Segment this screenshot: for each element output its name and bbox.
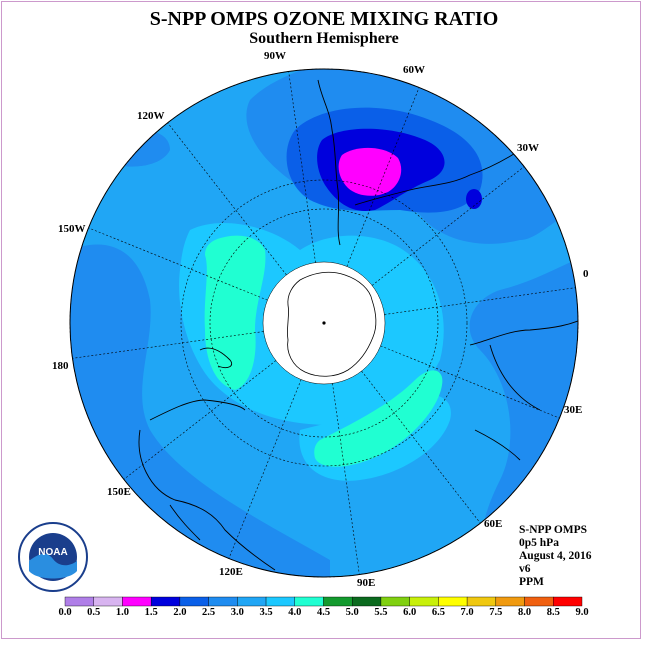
legend-swatch [409, 596, 439, 607]
legend-tick-label: 0.0 [58, 607, 72, 618]
legend-tick-label: 0.5 [87, 607, 101, 618]
legend-tick-label: 4.5 [316, 607, 331, 618]
meridian-line [72, 331, 264, 359]
legend-swatch [179, 596, 209, 607]
lon-label-120w: 120W [137, 110, 165, 122]
field-1.0-min [338, 147, 402, 196]
legend-swatch [380, 596, 410, 607]
meridian-line [361, 370, 481, 524]
meridian-line [288, 71, 316, 263]
legend-tick-label: 6.5 [431, 607, 445, 618]
legend-tick-label: 9.0 [575, 607, 589, 618]
legend-swatch [122, 596, 152, 607]
legend-tick-label: 1.0 [115, 607, 129, 618]
lon-label-120e: 120E [219, 566, 243, 578]
lon-label-150w: 150W [58, 223, 86, 235]
lon-label-30w: 30W [517, 142, 539, 154]
legend-swatch [265, 596, 295, 607]
legend-swatch [64, 596, 94, 607]
legend-tick-label: 4.0 [288, 607, 302, 618]
legend-tick-label: 2.5 [202, 607, 216, 618]
lon-label-150e: 150E [107, 486, 131, 498]
legend-tick-label: 3.0 [230, 607, 244, 618]
legend-swatch [438, 596, 468, 607]
lon-label-90w: 90W [264, 50, 286, 62]
legend-swatch [323, 596, 353, 607]
info-block: S-NPP OMPS 0p5 hPa August 4, 2016 v6 PPM [519, 524, 592, 589]
lon-label-60w: 60W [403, 64, 425, 76]
legend-swatch [352, 596, 382, 607]
field-1.5-spot [466, 189, 482, 209]
lon-label-60e: 60E [484, 518, 503, 530]
meridian-line [228, 379, 302, 559]
legend-tick-label: 2.0 [173, 607, 187, 618]
legend-tick-label: 5.0 [345, 607, 359, 618]
australia-coast [138, 399, 276, 571]
noaa-logo: NOAA [18, 522, 88, 592]
legend-tick-label: 3.5 [259, 607, 273, 618]
meridian-line [123, 360, 277, 480]
field-4.0-south [314, 370, 443, 467]
legend-tick-label: 1.5 [144, 607, 158, 618]
lon-label-0: 0 [583, 268, 589, 280]
legend-tick-label: 7.5 [489, 607, 503, 618]
figure-frame [1, 1, 641, 639]
lon-label-180: 180 [52, 360, 69, 372]
map-subtitle: Southern Hemisphere [249, 30, 399, 47]
meridian-line [88, 227, 268, 301]
legend-swatch [524, 596, 554, 607]
meridian-line [384, 287, 576, 315]
meridian-line [332, 383, 360, 575]
info-level: 0p5 hPa [519, 537, 559, 549]
meridian-line [380, 345, 560, 419]
nz-coast [199, 347, 233, 369]
info-units: PPM [519, 576, 544, 588]
info-version: v6 [519, 563, 531, 575]
legend-tick-label: 5.5 [374, 607, 388, 618]
south-america-coast [317, 79, 521, 246]
legend-swatch [93, 596, 123, 607]
info-date: August 4, 2016 [519, 550, 592, 562]
legend-swatch [237, 596, 267, 607]
legend-tick-label: 6.0 [403, 607, 417, 618]
legend-swatch [150, 596, 181, 607]
noaa-logo-text: NOAA [38, 547, 67, 558]
africa-coast [469, 317, 578, 461]
antarctica-coast [287, 271, 377, 377]
meridian-line [167, 122, 287, 276]
legend-tick-label: 8.0 [517, 607, 532, 618]
lon-label-30e: 30E [564, 404, 583, 416]
legend-swatch [208, 596, 238, 607]
meridian-line [346, 87, 420, 267]
legend-swatch [495, 596, 525, 607]
legend-tick-label: 7.0 [460, 607, 474, 618]
legend-swatch [553, 596, 583, 607]
info-satellite: S-NPP OMPS [519, 524, 588, 536]
legend-swatch [294, 596, 324, 607]
lon-label-90e: 90E [357, 577, 376, 589]
legend-tick-label: 8.5 [546, 607, 560, 618]
legend-swatch [466, 596, 497, 607]
meridian-line [371, 166, 525, 286]
map-title: S-NPP OMPS OZONE MIXING RATIO [149, 8, 499, 30]
